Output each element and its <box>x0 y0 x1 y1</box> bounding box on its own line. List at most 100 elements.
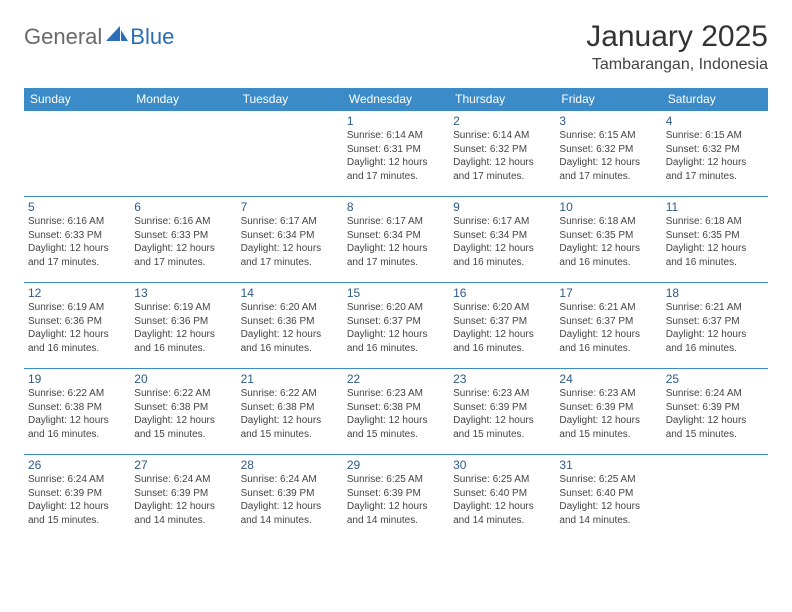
month-title: January 2025 <box>586 20 768 54</box>
day-number: 15 <box>347 286 445 300</box>
day-cell: 16Sunrise: 6:20 AMSunset: 6:37 PMDayligh… <box>449 283 555 369</box>
logo: General Blue <box>24 24 174 50</box>
title-block: January 2025 Tambarangan, Indonesia <box>586 20 768 74</box>
day-header-sun: Sunday <box>24 88 130 111</box>
day-cell <box>130 111 236 197</box>
day-info: Sunrise: 6:21 AMSunset: 6:37 PMDaylight:… <box>666 301 764 355</box>
day-cell: 19Sunrise: 6:22 AMSunset: 6:38 PMDayligh… <box>24 369 130 455</box>
day-cell <box>24 111 130 197</box>
day-info: Sunrise: 6:15 AMSunset: 6:32 PMDaylight:… <box>666 129 764 183</box>
day-info: Sunrise: 6:16 AMSunset: 6:33 PMDaylight:… <box>134 215 232 269</box>
day-number: 7 <box>241 200 339 214</box>
day-number: 21 <box>241 372 339 386</box>
header: General Blue January 2025 Tambarangan, I… <box>24 20 768 74</box>
week-row: 5 Sunrise: 6:16 AMSunset: 6:33 PMDaylight… <box>24 197 768 283</box>
day-cell: 8Sunrise: 6:17 AMSunset: 6:34 PMDaylight… <box>343 197 449 283</box>
day-info: Sunrise: 6:25 AMSunset: 6:40 PMDaylight:… <box>559 473 657 527</box>
day-cell: 31Sunrise: 6:25 AMSunset: 6:40 PMDayligh… <box>555 455 661 541</box>
day-header-wed: Wednesday <box>343 88 449 111</box>
day-number: 28 <box>241 458 339 472</box>
day-cell: 17Sunrise: 6:21 AMSunset: 6:37 PMDayligh… <box>555 283 661 369</box>
day-number: 29 <box>347 458 445 472</box>
day-number: 13 <box>134 286 232 300</box>
day-cell: 2Sunrise: 6:14 AMSunset: 6:32 PMDaylight… <box>449 111 555 197</box>
day-info: Sunrise: 6:17 AMSunset: 6:34 PMDaylight:… <box>241 215 339 269</box>
day-cell: 27Sunrise: 6:24 AMSunset: 6:39 PMDayligh… <box>130 455 236 541</box>
day-info: Sunrise: 6:21 AMSunset: 6:37 PMDaylight:… <box>559 301 657 355</box>
day-info: Sunrise: 6:20 AMSunset: 6:37 PMDaylight:… <box>347 301 445 355</box>
day-info: Sunrise: 6:23 AMSunset: 6:39 PMDaylight:… <box>453 387 551 441</box>
day-cell: 28Sunrise: 6:24 AMSunset: 6:39 PMDayligh… <box>237 455 343 541</box>
logo-text-blue: Blue <box>130 24 174 50</box>
day-number: 6 <box>134 200 232 214</box>
day-cell <box>237 111 343 197</box>
day-cell: 22Sunrise: 6:23 AMSunset: 6:38 PMDayligh… <box>343 369 449 455</box>
day-cell: 18Sunrise: 6:21 AMSunset: 6:37 PMDayligh… <box>662 283 768 369</box>
calendar-table: Sunday Monday Tuesday Wednesday Thursday… <box>24 88 768 541</box>
day-info: Sunrise: 6:24 AMSunset: 6:39 PMDaylight:… <box>666 387 764 441</box>
day-cell: 20Sunrise: 6:22 AMSunset: 6:38 PMDayligh… <box>130 369 236 455</box>
day-cell: 15Sunrise: 6:20 AMSunset: 6:37 PMDayligh… <box>343 283 449 369</box>
location: Tambarangan, Indonesia <box>586 56 768 74</box>
day-info: Sunrise: 6:17 AMSunset: 6:34 PMDaylight:… <box>453 215 551 269</box>
day-info: Sunrise: 6:22 AMSunset: 6:38 PMDaylight:… <box>28 387 126 441</box>
day-header-thu: Thursday <box>449 88 555 111</box>
week-row: 12Sunrise: 6:19 AMSunset: 6:36 PMDayligh… <box>24 283 768 369</box>
day-info: Sunrise: 6:14 AMSunset: 6:32 PMDaylight:… <box>453 129 551 183</box>
day-header-tue: Tuesday <box>237 88 343 111</box>
day-info: Sunrise: 6:24 AMSunset: 6:39 PMDaylight:… <box>241 473 339 527</box>
day-number: 25 <box>666 372 764 386</box>
day-number: 9 <box>453 200 551 214</box>
day-cell: 24Sunrise: 6:23 AMSunset: 6:39 PMDayligh… <box>555 369 661 455</box>
logo-text-general: General <box>24 24 102 50</box>
day-info: Sunrise: 6:14 AMSunset: 6:31 PMDaylight:… <box>347 129 445 183</box>
day-header-mon: Monday <box>130 88 236 111</box>
week-row: 1Sunrise: 6:14 AMSunset: 6:31 PMDaylight… <box>24 111 768 197</box>
day-number: 12 <box>28 286 126 300</box>
day-info: Sunrise: 6:17 AMSunset: 6:34 PMDaylight:… <box>347 215 445 269</box>
day-cell: 10Sunrise: 6:18 AMSunset: 6:35 PMDayligh… <box>555 197 661 283</box>
week-row: 26Sunrise: 6:24 AMSunset: 6:39 PMDayligh… <box>24 455 768 541</box>
day-info: Sunrise: 6:23 AMSunset: 6:39 PMDaylight:… <box>559 387 657 441</box>
day-number: 2 <box>453 114 551 128</box>
day-info: Sunrise: 6:23 AMSunset: 6:38 PMDaylight:… <box>347 387 445 441</box>
day-info: Sunrise: 6:15 AMSunset: 6:32 PMDaylight:… <box>559 129 657 183</box>
day-info: Sunrise: 6:22 AMSunset: 6:38 PMDaylight:… <box>134 387 232 441</box>
day-header-row: Sunday Monday Tuesday Wednesday Thursday… <box>24 88 768 111</box>
day-number: 1 <box>347 114 445 128</box>
day-number: 24 <box>559 372 657 386</box>
day-cell: 21Sunrise: 6:22 AMSunset: 6:38 PMDayligh… <box>237 369 343 455</box>
day-number: 5 <box>28 200 126 214</box>
day-cell: 5Sunrise: 6:16 AMSunset: 6:33 PMDaylight… <box>24 197 130 283</box>
day-number: 10 <box>559 200 657 214</box>
day-cell <box>662 455 768 541</box>
day-cell: 12Sunrise: 6:19 AMSunset: 6:36 PMDayligh… <box>24 283 130 369</box>
day-number: 23 <box>453 372 551 386</box>
day-cell: 14Sunrise: 6:20 AMSunset: 6:36 PMDayligh… <box>237 283 343 369</box>
day-number: 18 <box>666 286 764 300</box>
day-info: Sunrise: 6:19 AMSunset: 6:36 PMDaylight:… <box>28 301 126 355</box>
day-info: Sunrise: 6:25 AMSunset: 6:40 PMDaylight:… <box>453 473 551 527</box>
day-cell: 3Sunrise: 6:15 AMSunset: 6:32 PMDaylight… <box>555 111 661 197</box>
day-number: 20 <box>134 372 232 386</box>
day-number: 26 <box>28 458 126 472</box>
day-cell: 23Sunrise: 6:23 AMSunset: 6:39 PMDayligh… <box>449 369 555 455</box>
day-cell: 13Sunrise: 6:19 AMSunset: 6:36 PMDayligh… <box>130 283 236 369</box>
day-number: 22 <box>347 372 445 386</box>
day-cell: 26Sunrise: 6:24 AMSunset: 6:39 PMDayligh… <box>24 455 130 541</box>
day-number: 19 <box>28 372 126 386</box>
day-cell: 4Sunrise: 6:15 AMSunset: 6:32 PMDaylight… <box>662 111 768 197</box>
day-cell: 7Sunrise: 6:17 AMSunset: 6:34 PMDaylight… <box>237 197 343 283</box>
day-info: Sunrise: 6:20 AMSunset: 6:37 PMDaylight:… <box>453 301 551 355</box>
logo-sail-icon <box>106 26 128 49</box>
day-number: 17 <box>559 286 657 300</box>
day-cell: 11Sunrise: 6:18 AMSunset: 6:35 PMDayligh… <box>662 197 768 283</box>
day-number: 31 <box>559 458 657 472</box>
day-cell: 25Sunrise: 6:24 AMSunset: 6:39 PMDayligh… <box>662 369 768 455</box>
day-cell: 30Sunrise: 6:25 AMSunset: 6:40 PMDayligh… <box>449 455 555 541</box>
day-header-sat: Saturday <box>662 88 768 111</box>
day-number: 4 <box>666 114 764 128</box>
day-cell: 1Sunrise: 6:14 AMSunset: 6:31 PMDaylight… <box>343 111 449 197</box>
day-info: Sunrise: 6:24 AMSunset: 6:39 PMDaylight:… <box>28 473 126 527</box>
day-number: 11 <box>666 200 764 214</box>
